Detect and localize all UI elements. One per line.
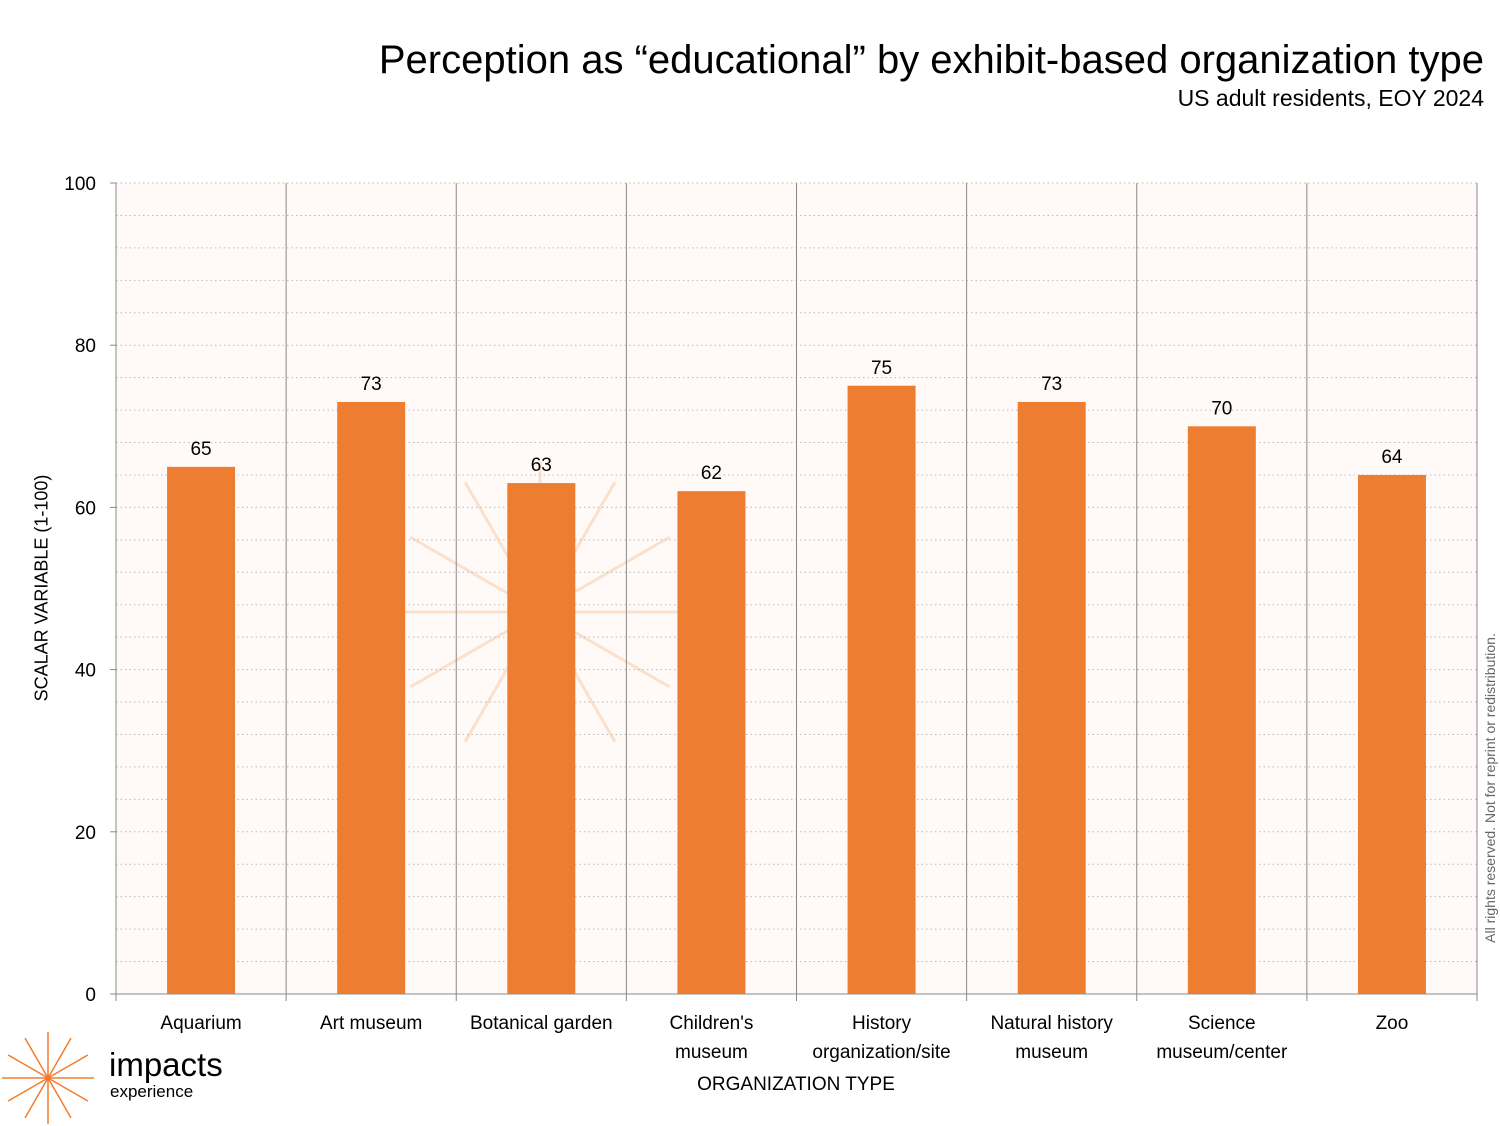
data-label: 73: [361, 374, 382, 395]
data-label: 75: [871, 358, 892, 379]
bar: [507, 483, 576, 994]
y-tick-label: 80: [75, 336, 96, 357]
chart-subtitle: US adult residents, EOY 2024: [1177, 85, 1484, 111]
x-tick-label: Science: [1188, 1013, 1256, 1034]
data-label: 64: [1381, 447, 1403, 468]
y-axis-label: SCALAR VARIABLE (1-100): [31, 474, 52, 702]
y-tick-label: 0: [85, 985, 96, 1006]
y-tick-label: 20: [75, 823, 96, 844]
x-tick-label: Botanical garden: [470, 1013, 613, 1034]
x-tick-label: museum/center: [1156, 1042, 1288, 1063]
logo-ray: [47, 1054, 89, 1079]
data-label: 65: [190, 439, 211, 460]
x-axis-label: ORGANIZATION TYPE: [697, 1074, 895, 1095]
bar: [167, 466, 236, 995]
x-tick-label: museum: [675, 1042, 748, 1063]
logo-ray: [7, 1077, 49, 1102]
x-tick-label: Aquarium: [160, 1013, 241, 1034]
data-label: 63: [531, 455, 552, 476]
bar: [847, 385, 916, 994]
rights-notice: All rights reserved. Not for reprint or …: [1482, 633, 1498, 943]
x-tick-label: Natural history: [990, 1013, 1113, 1034]
x-tick-label: Art museum: [320, 1013, 422, 1034]
logo-ray: [47, 1077, 72, 1119]
x-tick-label: Children's: [669, 1013, 753, 1034]
data-label: 73: [1041, 374, 1062, 395]
y-tick-label: 40: [75, 661, 96, 682]
x-tick-label: museum: [1015, 1042, 1088, 1063]
x-tick-label: Zoo: [1376, 1013, 1409, 1034]
logo-starburst-icon: [2, 1032, 94, 1124]
bar: [677, 491, 746, 994]
logo-ray: [24, 1077, 49, 1119]
logo-sub: experience: [110, 1082, 194, 1101]
logo-center: [45, 1075, 51, 1081]
bar: [1357, 474, 1426, 995]
logo-ray: [7, 1054, 49, 1079]
x-tick-label: organization/site: [812, 1042, 950, 1063]
logo-word: impacts: [109, 1046, 223, 1083]
data-label: 70: [1211, 398, 1232, 419]
y-tick-label: 60: [75, 498, 96, 519]
logo-ray: [47, 1077, 89, 1102]
y-tick-label: 100: [64, 174, 96, 195]
bar: [1187, 426, 1256, 994]
chart-title: Perception as “educational” by exhibit-b…: [378, 38, 1484, 82]
logo-ray: [47, 1037, 72, 1079]
bar: [337, 401, 406, 995]
bar: [1017, 401, 1086, 995]
x-tick-label: History: [852, 1013, 912, 1034]
logo-ray: [24, 1037, 49, 1079]
data-label: 62: [701, 463, 722, 484]
